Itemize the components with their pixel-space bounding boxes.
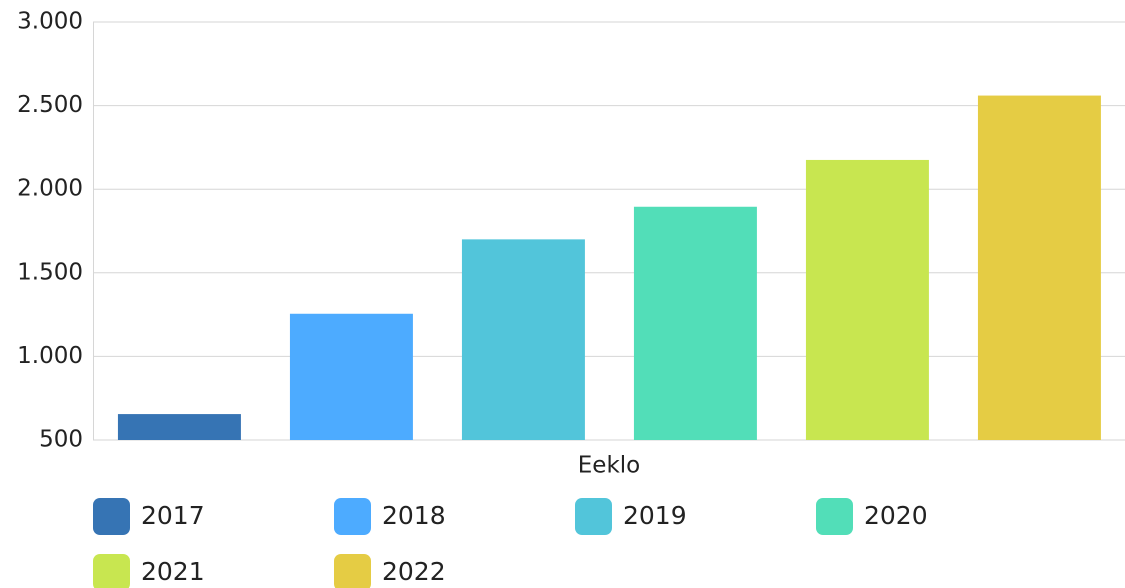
legend-label: 2019 (623, 501, 687, 530)
y-tick-label: 500 (39, 427, 83, 453)
legend-swatch (816, 498, 853, 535)
legend-label: 2022 (382, 557, 446, 586)
y-tick-label: 2.500 (17, 92, 83, 118)
y-tick-label: 1.500 (17, 259, 83, 285)
legend-swatch (575, 498, 612, 535)
legend-label: 2021 (141, 557, 205, 586)
legend-swatch (334, 498, 371, 535)
bar (117, 414, 241, 440)
legend-label: 2017 (141, 501, 205, 530)
legend-swatch (93, 498, 130, 535)
legend-swatch (334, 554, 371, 588)
y-tick-label: 3.000 (17, 9, 83, 35)
bar (805, 159, 929, 440)
bar (633, 206, 757, 440)
legend-swatch (93, 554, 130, 588)
bar (289, 313, 413, 440)
y-tick-label: 1.000 (17, 343, 83, 369)
y-tick-label: 2.000 (17, 176, 83, 202)
legend-label: 2020 (864, 501, 928, 530)
x-tick-label: Eeklo (578, 453, 640, 479)
legend-label: 2018 (382, 501, 446, 530)
bar (977, 95, 1101, 441)
bar (461, 239, 585, 440)
